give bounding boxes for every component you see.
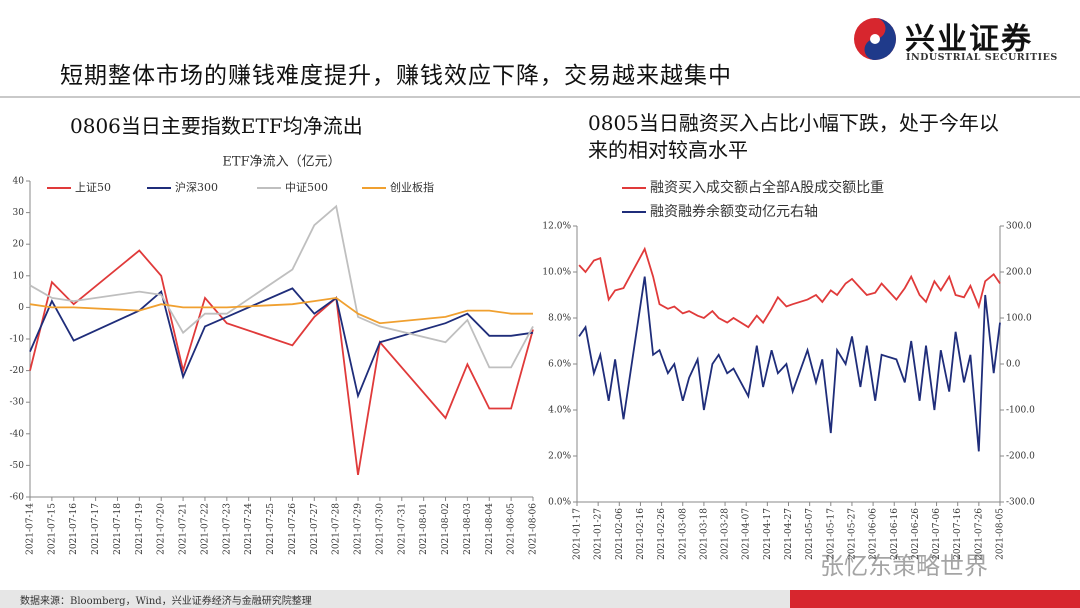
- x-tick-label: 2021-02-06: [615, 508, 625, 560]
- x-tick-label: 2021-04-17: [763, 508, 773, 560]
- footer-source: 数据来源：Bloomberg，Wind，兴业证券经济与金融研究院整理: [20, 596, 312, 607]
- series-line: [29, 204, 534, 369]
- y-tick-label: -10: [10, 335, 25, 345]
- x-tick-label: 2021-07-25: [266, 503, 276, 555]
- x-tick-label: 2021-07-20: [157, 503, 167, 555]
- x-tick-label: 2021-06-16: [890, 508, 900, 560]
- legend-label: 上证50: [75, 181, 111, 194]
- y-tick-label: 6.0%: [548, 360, 571, 370]
- legend-label: 沪深300: [175, 180, 218, 194]
- x-tick-label: 2021-06-26: [911, 508, 921, 560]
- y-tick-label: 0: [18, 303, 24, 313]
- x-tick-label: 2021-02-16: [636, 508, 646, 560]
- x-tick-label: 2021-03-28: [721, 508, 731, 560]
- divider: [0, 96, 1080, 98]
- x-tick-label: 2021-07-26: [288, 503, 298, 555]
- x-tick-label: 2021-08-05: [996, 508, 1006, 560]
- y2-tick-label: 300.0: [1006, 222, 1032, 232]
- y-tick-label: 0.0%: [548, 498, 571, 508]
- series-line: [29, 287, 534, 399]
- x-tick-label: 2021-07-18: [113, 503, 123, 555]
- series-line: [29, 296, 533, 325]
- x-tick-label: 2021-07-14: [26, 503, 36, 555]
- y-tick-label: 20: [13, 240, 25, 250]
- x-tick-label: 2021-04-07: [742, 508, 752, 560]
- y-tick-label: -20: [10, 366, 25, 376]
- footer-accent: [790, 590, 1080, 608]
- y-tick-label: 10: [13, 271, 25, 281]
- x-tick-label: 2021-07-06: [932, 508, 942, 560]
- x-tick-label: 2021-08-05: [507, 503, 517, 555]
- x-tick-label: 2021-07-31: [397, 503, 407, 555]
- y-tick-label: 2.0%: [548, 452, 571, 462]
- x-tick-label: 2021-07-27: [310, 503, 320, 555]
- x-tick-label: 2021-04-27: [784, 508, 794, 560]
- x-tick-label: 2021-02-26: [657, 508, 667, 560]
- panel-heading: 0805当日融资买入占比小幅下跌，处于今年以来的相对较高水平: [588, 111, 999, 162]
- y2-tick-label: 200.0: [1006, 268, 1032, 278]
- x-tick-label: 2021-07-23: [222, 503, 232, 555]
- series-line: [578, 276, 1001, 452]
- chart-title: ETF净流入（亿元）: [222, 155, 340, 170]
- x-tick-label: 2021-07-15: [47, 503, 57, 555]
- y-tick-label: -30: [10, 398, 25, 408]
- y-tick-label: 10.0%: [542, 268, 571, 278]
- x-tick-label: 2021-03-08: [678, 508, 688, 560]
- y-tick-label: -40: [10, 429, 25, 439]
- y-tick-label: 12.0%: [542, 222, 571, 232]
- x-tick-label: 2021-07-17: [91, 503, 101, 555]
- logo-subtext: INDUSTRIAL SECURITIES: [906, 52, 1058, 63]
- x-tick-label: 2021-01-27: [594, 508, 604, 560]
- x-tick-label: 2021-06-06: [869, 508, 879, 560]
- watermark: 张忆东策略世界: [820, 552, 988, 580]
- panel-heading: 0806当日主要指数ETF均净流出: [70, 114, 363, 138]
- y2-tick-label: -300.0: [1006, 498, 1035, 508]
- logo-text: 兴业证券: [905, 22, 1033, 57]
- x-tick-label: 2021-08-01: [419, 503, 429, 555]
- y2-tick-label: -100.0: [1006, 406, 1035, 416]
- x-tick-label: 2021-07-22: [200, 503, 210, 555]
- y2-tick-label: -200.0: [1006, 452, 1035, 462]
- x-tick-label: 2021-03-18: [699, 508, 709, 560]
- y-tick-label: 40: [13, 177, 25, 187]
- x-tick-label: 2021-07-30: [375, 503, 385, 555]
- x-tick-label: 2021-01-17: [573, 508, 583, 560]
- x-tick-label: 2021-08-06: [529, 503, 539, 555]
- x-tick-label: 2021-07-28: [332, 503, 342, 555]
- footer-bar: [0, 590, 790, 608]
- x-tick-label: 2021-05-07: [805, 508, 815, 560]
- x-tick-label: 2021-08-03: [463, 503, 473, 555]
- x-tick-label: 2021-07-19: [135, 503, 145, 555]
- series-line: [578, 246, 1001, 329]
- charts: -60 -50 -40 -30 -20 -10 0 10 20 30 40 2021-07-14 202…: [10, 155, 1036, 560]
- y-tick-label: 4.0%: [548, 406, 571, 416]
- x-tick-label: 2021-07-29: [354, 503, 364, 555]
- x-tick-label: 2021-07-16: [953, 508, 963, 560]
- y-tick-label: -60: [10, 493, 25, 503]
- slide-title: 短期整体市场的赚钱难度提升，赚钱效应下降，交易越来越集中: [60, 63, 732, 89]
- y-tick-label: 30: [13, 208, 25, 218]
- x-tick-label: 2021-07-24: [244, 503, 254, 555]
- series-line: [29, 249, 534, 476]
- legend-label: 创业板指: [390, 180, 434, 194]
- legend-label: 融资买入成交额占全部A股成交额比重: [650, 179, 884, 196]
- y-tick-label: -50: [10, 461, 25, 471]
- legend-label: 融资融券余额变动亿元右轴: [650, 203, 818, 220]
- x-tick-label: 2021-07-21: [179, 503, 189, 555]
- y2-tick-label: 0.0: [1006, 360, 1021, 370]
- logo-mark: [854, 18, 896, 60]
- y2-tick-label: 100.0: [1006, 314, 1032, 324]
- x-tick-label: 2021-05-17: [826, 508, 836, 560]
- y-tick-label: 8.0%: [548, 314, 571, 324]
- x-tick-label: 2021-08-02: [441, 503, 451, 555]
- x-tick-label: 2021-05-27: [847, 508, 857, 560]
- x-tick-label: 2021-08-04: [485, 503, 495, 555]
- legend-label: 中证500: [285, 181, 328, 194]
- x-tick-label: 2021-07-26: [974, 508, 984, 560]
- x-tick-label: 2021-07-16: [69, 503, 79, 555]
